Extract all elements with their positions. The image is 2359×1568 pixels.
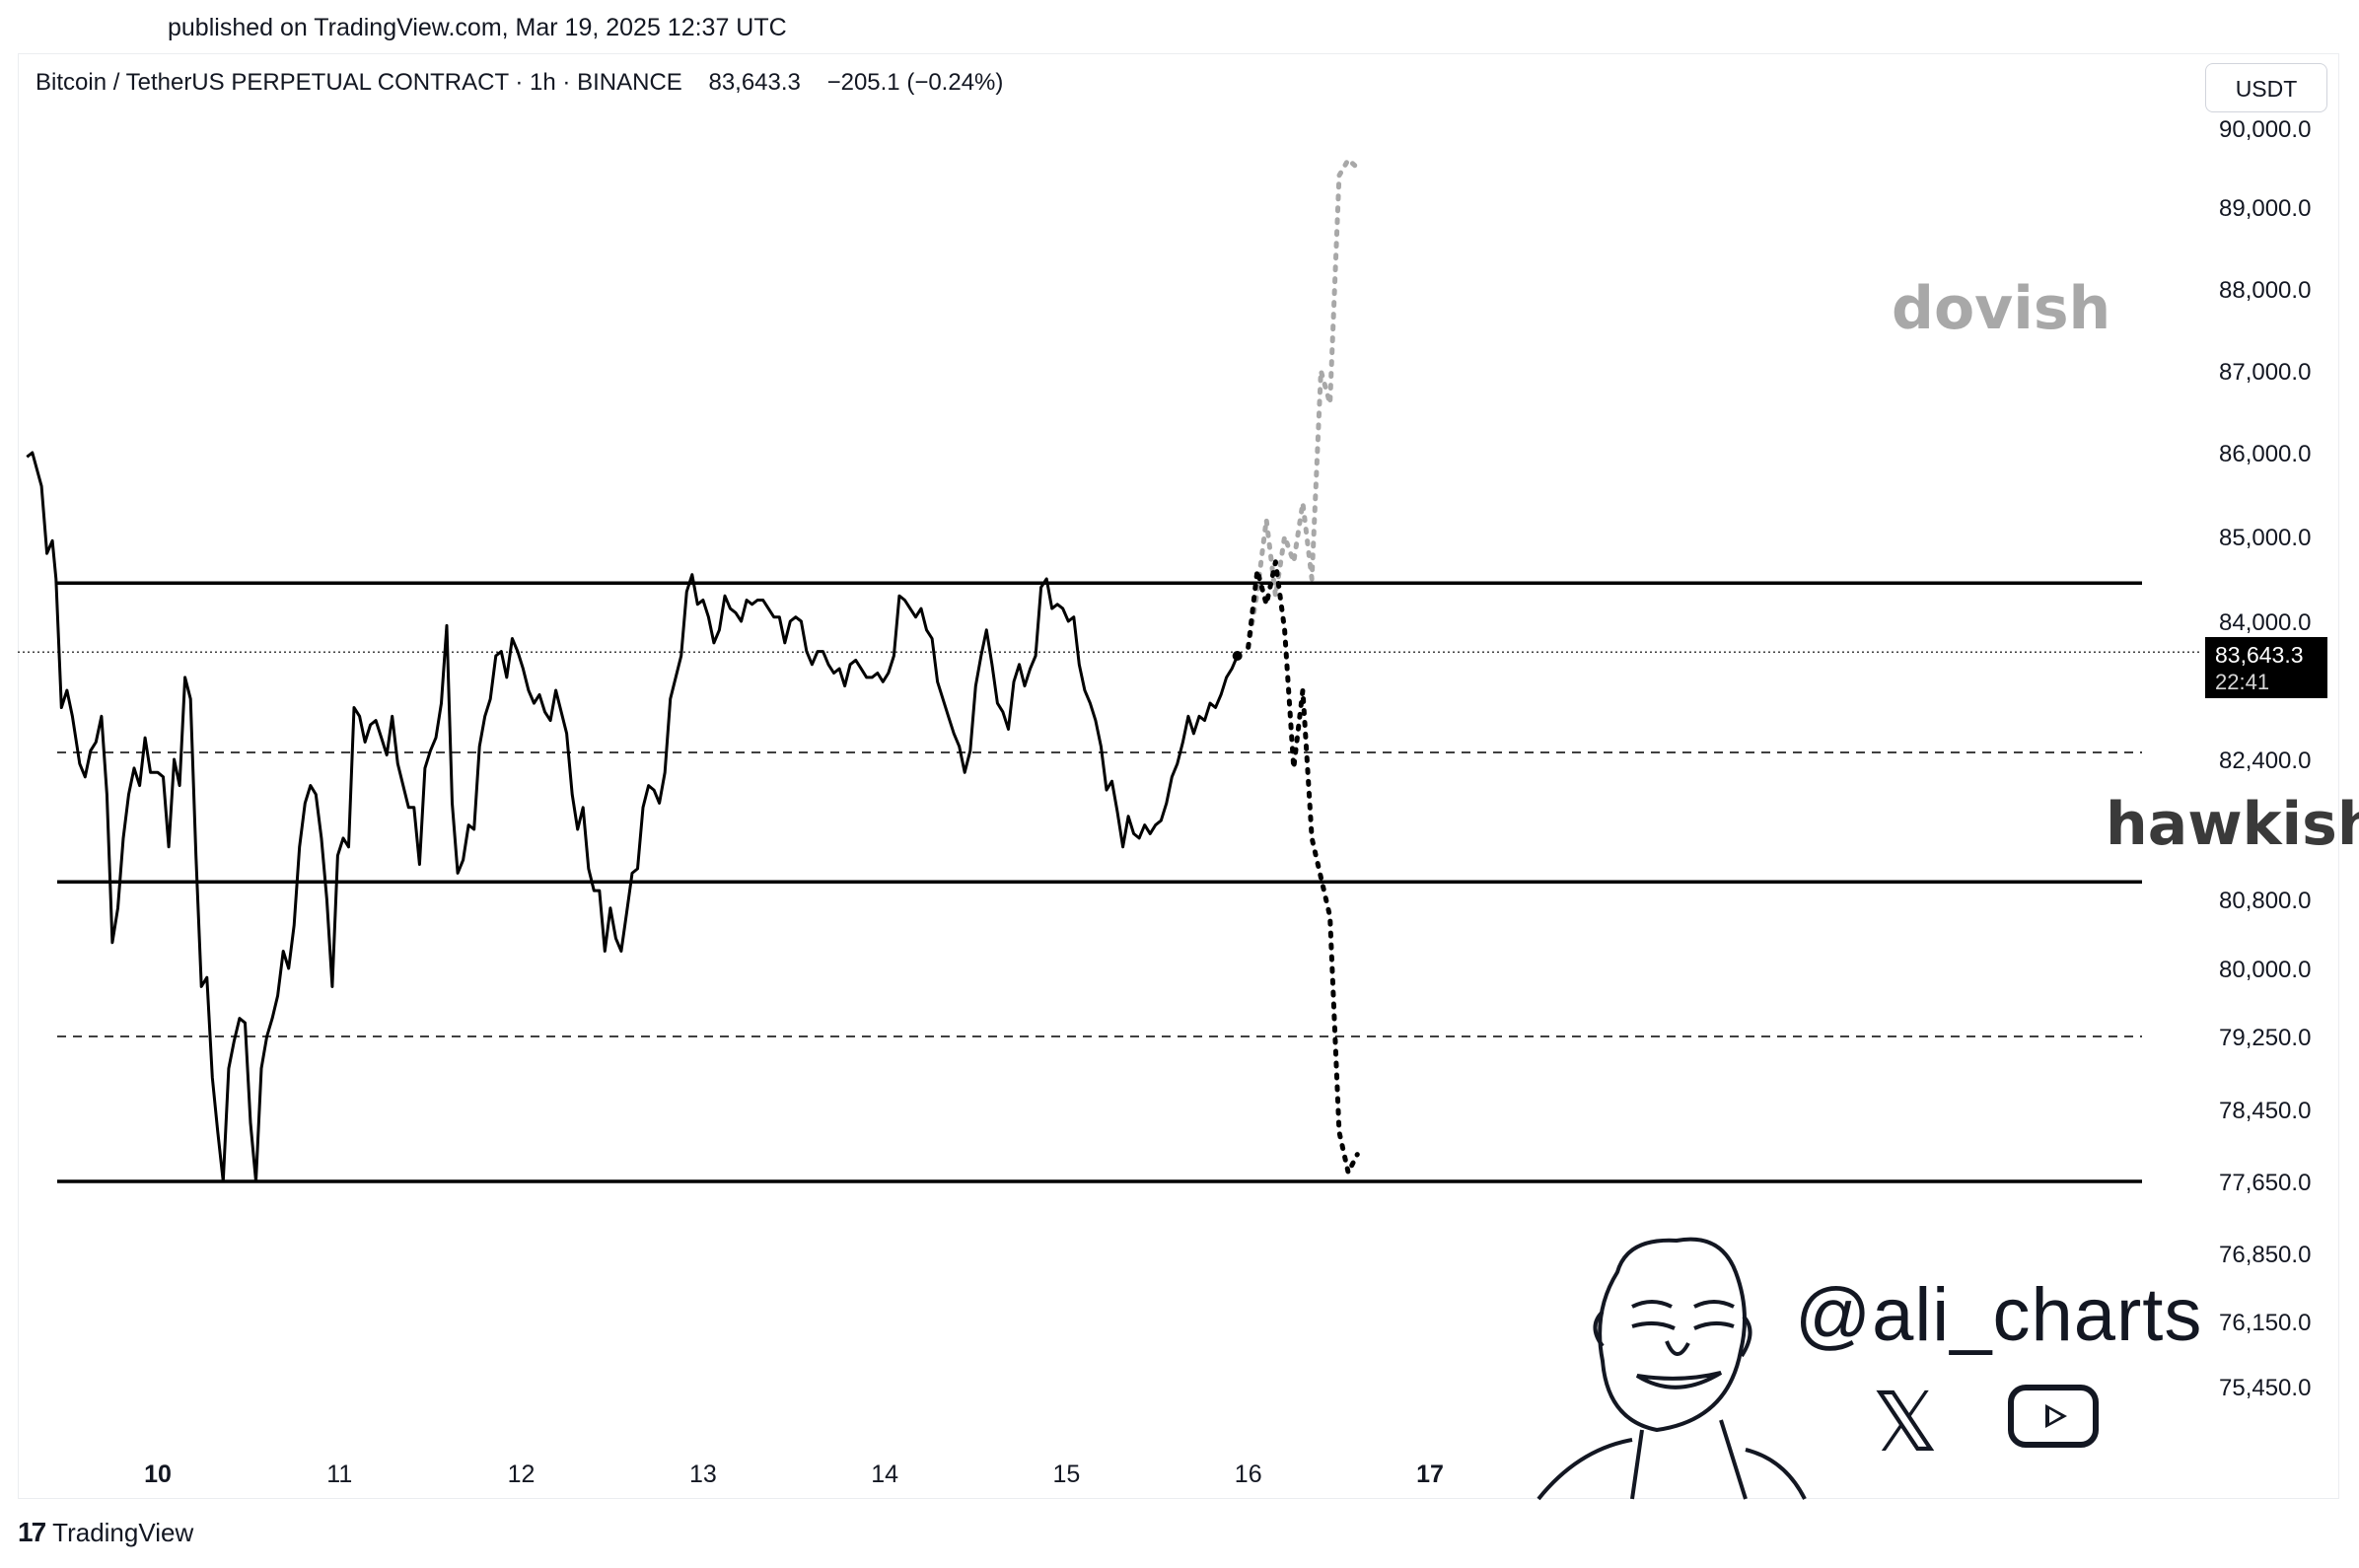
y-tick-label: 90,000.0 xyxy=(2219,116,2311,143)
currency-button[interactable]: USDT xyxy=(2205,63,2327,112)
y-tick-label: 78,450.0 xyxy=(2219,1098,2311,1124)
x-tick-label: 17 xyxy=(1416,1461,1444,1488)
y-tick-label: 88,000.0 xyxy=(2219,277,2311,304)
scenario-dovish-path[interactable] xyxy=(1246,157,1360,650)
last-price: 83,643.3 xyxy=(708,69,801,96)
tradingview-footer[interactable]: 17 TradingView xyxy=(18,1517,193,1548)
y-tick-label: 76,150.0 xyxy=(2219,1310,2311,1336)
last-price-dot xyxy=(1232,651,1243,661)
y-tick-label: 80,000.0 xyxy=(2219,957,2311,983)
x-tick-label: 16 xyxy=(1235,1461,1262,1488)
exchange-label: BINANCE xyxy=(577,69,682,96)
x-tick-label: 15 xyxy=(1053,1461,1081,1488)
price-tag-value: 83,643.3 xyxy=(2215,642,2304,668)
hawkish-label: hawkish xyxy=(2106,790,2359,859)
x-tick-label: 12 xyxy=(508,1461,536,1488)
legend-separator: · xyxy=(515,69,531,96)
x-tick-label: 13 xyxy=(689,1461,717,1488)
y-tick-label: 77,650.0 xyxy=(2219,1170,2311,1196)
youtube-icon xyxy=(2008,1385,2099,1448)
interval-label[interactable]: 1h xyxy=(530,69,556,96)
y-tick-label: 79,250.0 xyxy=(2219,1025,2311,1051)
scenario-hawkish-path[interactable] xyxy=(1246,559,1360,1176)
y-tick-label: 86,000.0 xyxy=(2219,441,2311,467)
footer-brand: TradingView xyxy=(52,1517,194,1547)
tradingview-logo-icon: 17 xyxy=(18,1517,46,1547)
y-tick-label: 89,000.0 xyxy=(2219,195,2311,222)
x-logo-icon: 𝕏 xyxy=(1872,1376,1939,1468)
x-tick-label: 11 xyxy=(326,1461,352,1488)
y-tick-label: 75,450.0 xyxy=(2219,1375,2311,1401)
price-change: −205.1 (−0.24%) xyxy=(826,69,1004,96)
price-tag-countdown: 22:41 xyxy=(2215,670,2269,694)
published-text: published on TradingView.com, Mar 19, 20… xyxy=(168,14,787,41)
y-tick-label: 76,850.0 xyxy=(2219,1242,2311,1268)
price-tag-box xyxy=(2205,637,2327,698)
x-tick-label: 10 xyxy=(144,1461,172,1488)
y-tick-label: 82,400.0 xyxy=(2219,748,2311,774)
legend-separator: · xyxy=(562,69,578,96)
y-tick-label: 84,000.0 xyxy=(2219,609,2311,636)
symbol-name[interactable]: Bitcoin / TetherUS PERPETUAL CONTRACT xyxy=(36,69,509,96)
y-tick-label: 80,800.0 xyxy=(2219,888,2311,914)
dovish-label: dovish xyxy=(1892,274,2110,343)
cartoon-face-icon xyxy=(1537,1237,1807,1501)
x-tick-label: 14 xyxy=(871,1461,898,1488)
y-tick-label: 85,000.0 xyxy=(2219,525,2311,551)
symbol-legend[interactable]: Bitcoin / TetherUS PERPETUAL CONTRACT · … xyxy=(36,69,1003,97)
chart-frame xyxy=(18,53,2339,1499)
price-series-line[interactable] xyxy=(26,451,1240,1183)
watermark-handle: @ali_charts xyxy=(1795,1273,2203,1357)
y-tick-label: 87,000.0 xyxy=(2219,359,2311,386)
